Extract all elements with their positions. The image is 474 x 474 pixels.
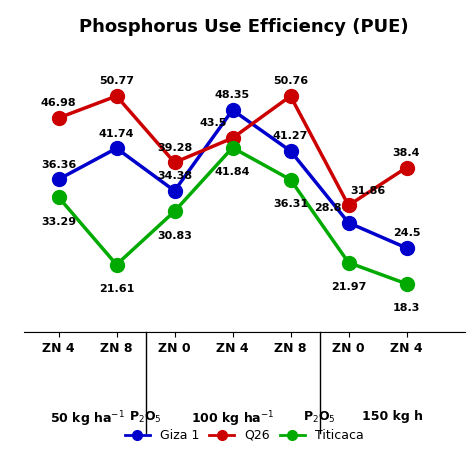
Text: 39.28: 39.28: [157, 143, 192, 153]
Q26: [288, 93, 293, 99]
Text: 36.31: 36.31: [273, 199, 308, 209]
Q26: [114, 93, 119, 99]
Giza 1: [172, 188, 177, 194]
Text: 38.4: 38.4: [393, 148, 420, 158]
Text: 41.74: 41.74: [99, 128, 134, 138]
Giza 1: [55, 176, 61, 182]
Titicaca: [288, 177, 293, 182]
Text: 43.5: 43.5: [200, 118, 227, 128]
Giza 1: [404, 245, 410, 251]
Titicaca: [404, 281, 410, 287]
Titicaca: [346, 260, 351, 265]
Titicaca: [55, 194, 61, 200]
Text: 31.86: 31.86: [350, 186, 385, 196]
Q26: [404, 165, 410, 171]
Line: Q26: Q26: [52, 89, 413, 212]
Q26: [346, 202, 351, 208]
Titicaca: [172, 209, 177, 214]
Text: 48.35: 48.35: [215, 91, 250, 100]
Giza 1: [346, 220, 351, 226]
Titicaca: [114, 262, 119, 267]
Text: 100 kg ha$^{-1}$: 100 kg ha$^{-1}$: [191, 410, 274, 429]
Text: 50 kg ha$^{-1}$: 50 kg ha$^{-1}$: [50, 410, 125, 429]
Giza 1: [288, 148, 293, 154]
Titicaca: [230, 145, 236, 151]
Text: 34.38: 34.38: [157, 171, 192, 181]
Q26: [230, 135, 236, 141]
Line: Titicaca: Titicaca: [52, 141, 413, 291]
Title: Phosphorus Use Efficiency (PUE): Phosphorus Use Efficiency (PUE): [79, 18, 409, 36]
Text: 21.97: 21.97: [331, 282, 366, 292]
Giza 1: [230, 107, 236, 113]
Text: 50.77: 50.77: [99, 76, 134, 86]
Line: Giza 1: Giza 1: [52, 103, 413, 255]
Legend: Giza 1, Q26, Titicaca: Giza 1, Q26, Titicaca: [120, 424, 368, 447]
Q26: [55, 115, 61, 121]
Q26: [172, 160, 177, 165]
Giza 1: [114, 146, 119, 151]
Text: 46.98: 46.98: [41, 98, 76, 108]
Text: 28.86: 28.86: [314, 203, 349, 213]
Text: 36.36: 36.36: [41, 160, 76, 170]
Text: 33.29: 33.29: [41, 217, 76, 227]
Text: 41.84: 41.84: [215, 167, 250, 177]
Text: P$_2$O$_5$: P$_2$O$_5$: [129, 410, 162, 425]
Text: 41.27: 41.27: [273, 131, 308, 141]
Text: 30.83: 30.83: [157, 231, 192, 241]
Text: 24.5: 24.5: [393, 228, 420, 238]
Text: 18.3: 18.3: [393, 303, 420, 313]
Text: P$_2$O$_5$: P$_2$O$_5$: [303, 410, 336, 425]
Text: 21.61: 21.61: [99, 284, 134, 294]
Text: 50.76: 50.76: [273, 76, 308, 86]
Text: 150 kg h: 150 kg h: [362, 410, 422, 423]
